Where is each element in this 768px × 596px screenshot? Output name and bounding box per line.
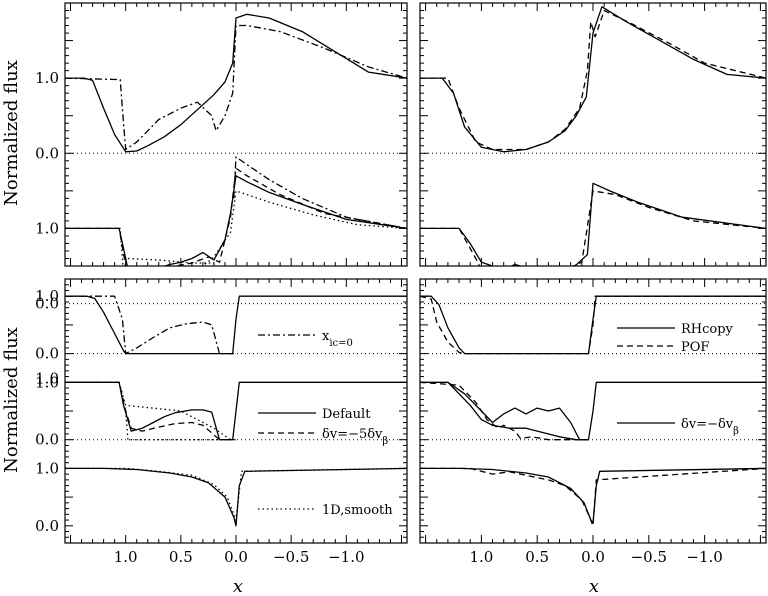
legend-entry: 1D,smooth <box>258 503 393 518</box>
panel-bottom-left: 1.00.01.00.01.00.01.0 0.5 0.0 −0.5 −1.0 <box>35 278 408 566</box>
y-tick-label: 1.0 <box>35 287 59 305</box>
x-tick-label: 0.5 <box>169 548 193 566</box>
legend-entry: xic=0 <box>258 329 353 349</box>
series-line-solid <box>65 364 407 398</box>
series-line-dotted <box>125 410 236 441</box>
panel-top-left: 1.00.01.00.01.0 <box>35 2 408 398</box>
y-tick-label: 0.0 <box>35 295 59 313</box>
series-line-dashdot <box>233 156 407 230</box>
y-tick-label: 1.0 <box>35 373 59 391</box>
legend-entry: RHcopy <box>617 322 734 337</box>
plot-frame <box>64 2 408 267</box>
legend-label: POF <box>681 340 709 355</box>
y-tick-label: 0.0 <box>35 345 59 363</box>
x-tick-label: −1.0 <box>686 548 722 566</box>
y-tick-label: 0.0 <box>35 517 59 535</box>
x-tick-label: 0.5 <box>525 548 549 566</box>
legend-entry: Default <box>258 407 371 422</box>
xlabel-left: x <box>233 576 243 596</box>
y-tick-label: 1.0 <box>35 69 59 87</box>
plot-frame <box>419 2 767 267</box>
series-line-dashed <box>420 381 589 441</box>
x-tick-label: −0.5 <box>273 548 309 566</box>
legend-label: xic=0 <box>322 329 353 349</box>
legend-label: δv=−5δvβ <box>322 427 388 447</box>
legend-label: Default <box>322 407 371 422</box>
legend-entry: POF <box>617 340 709 355</box>
ylabel-top: Normalized flux <box>1 60 22 206</box>
series-line-dashed <box>420 467 766 527</box>
y-tick-label: 1.0 <box>35 459 59 477</box>
y-tick-label: 0.0 <box>35 431 59 449</box>
series-line-solid <box>420 364 766 394</box>
y-tick-label: 0.0 <box>35 144 59 162</box>
y-tick-label: 1.0 <box>35 370 59 388</box>
series-line-solid <box>420 295 766 355</box>
series-line-dashed <box>420 295 766 355</box>
x-tick-label: 1.0 <box>469 548 493 566</box>
legend-label: 1D,smooth <box>322 503 393 518</box>
series-line-dotted <box>65 381 233 441</box>
ylabel-bottom: Normalized flux <box>1 327 22 473</box>
legend-entry: δv=−δvβ <box>617 417 739 437</box>
panel-bottom-right: 1.0 0.5 0.0 −0.5 −1.0 <box>419 278 767 566</box>
legend-entry: δv=−5δvβ <box>258 427 388 447</box>
series-line-solid <box>420 182 766 266</box>
xlabel-right: x <box>589 576 599 596</box>
series-line-solid <box>447 381 589 441</box>
series-line-dashed <box>65 381 220 441</box>
x-tick-label: 1.0 <box>114 548 138 566</box>
series-line-solid <box>420 6 766 153</box>
x-tick-label: −0.5 <box>631 548 667 566</box>
series-line-solid <box>420 381 766 441</box>
series-line-dashed <box>65 167 407 266</box>
legend-label: RHcopy <box>681 322 734 337</box>
series-line-dashed <box>420 9 766 151</box>
series-line-solid <box>65 13 407 153</box>
y-tick-label: 1.0 <box>35 219 59 237</box>
series-line-solid <box>65 175 407 266</box>
series-line-dashed <box>420 190 766 266</box>
panels: 1.00.01.00.01.01.00.01.00.01.00.01.0 0.5 0… <box>35 2 767 566</box>
series-line-dashdot <box>65 295 233 355</box>
x-tick-label: −1.0 <box>328 548 364 566</box>
x-tick-label: 0.0 <box>224 548 248 566</box>
series-line-dashdot <box>65 24 407 151</box>
legend-label: δv=−δvβ <box>681 417 739 437</box>
series-line-solid <box>420 467 766 524</box>
x-tick-label: 0.0 <box>581 548 605 566</box>
series-line-solid <box>65 295 407 355</box>
panel-top-right <box>419 2 767 394</box>
